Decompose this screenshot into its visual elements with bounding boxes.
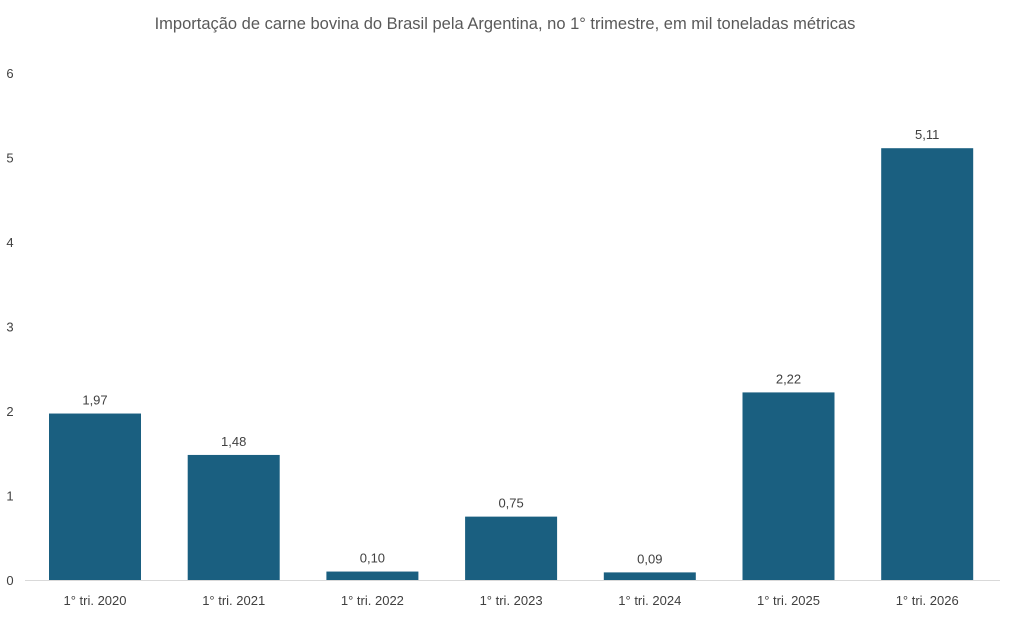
bar <box>49 413 141 580</box>
data-label: 1,48 <box>221 434 246 449</box>
y-tick-label: 3 <box>6 320 13 335</box>
bar <box>465 516 558 580</box>
x-tick-label: 1° tri. 2024 <box>618 593 681 608</box>
data-label: 0,75 <box>498 496 523 511</box>
x-tick-label: 1° tri. 2023 <box>480 593 543 608</box>
y-tick-label: 2 <box>6 404 13 419</box>
x-tick-label: 1° tri. 2022 <box>341 593 404 608</box>
bar <box>603 572 696 580</box>
bar <box>881 148 974 580</box>
x-tick-label: 1° tri. 2025 <box>757 593 820 608</box>
y-tick-label: 5 <box>6 151 13 166</box>
y-tick-label: 0 <box>6 573 13 588</box>
y-tick-label: 1 <box>6 489 13 504</box>
chart-title: Importação de carne bovina do Brasil pel… <box>155 15 856 33</box>
data-label: 0,09 <box>637 551 662 566</box>
y-tick-label: 4 <box>6 235 13 250</box>
y-tick-label: 6 <box>6 66 13 81</box>
data-label: 0,10 <box>360 551 385 566</box>
bar <box>326 571 419 580</box>
x-tick-label: 1° tri. 2021 <box>202 593 265 608</box>
x-tick-label: 1° tri. 2020 <box>63 593 126 608</box>
x-tick-label: 1° tri. 2026 <box>896 593 959 608</box>
data-label: 2,22 <box>776 371 801 386</box>
data-label: 5,11 <box>915 127 939 142</box>
bar <box>187 454 280 580</box>
data-label: 1,97 <box>82 393 107 408</box>
bar <box>742 392 835 580</box>
